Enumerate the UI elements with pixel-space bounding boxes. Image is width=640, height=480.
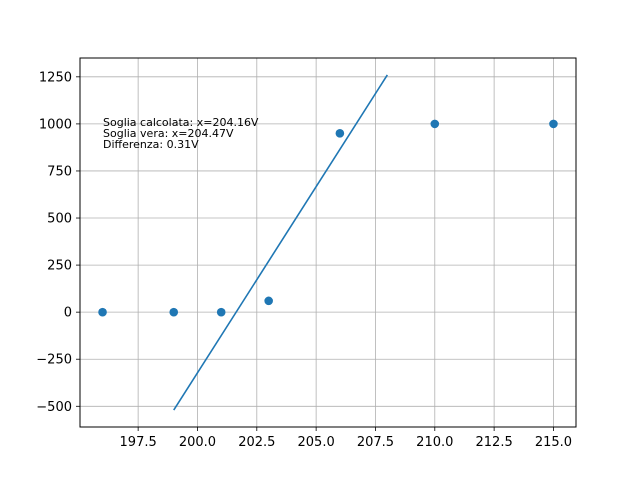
y-tick-label: 750 <box>47 164 72 179</box>
data-point <box>264 296 273 306</box>
annotation-line-difference: Differenza: 0.31V <box>103 138 199 151</box>
plot-data <box>98 74 558 411</box>
data-point <box>549 119 558 129</box>
x-tick-label: 200.0 <box>179 435 216 450</box>
x-tick-label: 210.0 <box>416 435 453 450</box>
annotation-line-true: Soglia vera: x=204.47V <box>103 127 234 140</box>
fit-line <box>173 74 389 411</box>
threshold-annotation: Soglia calcolata: x=204.16V Soglia vera:… <box>103 116 259 151</box>
y-tick-label: −250 <box>36 353 72 368</box>
x-tick-label: 207.5 <box>357 435 394 450</box>
x-tick-label: 212.5 <box>476 435 513 450</box>
data-point <box>430 119 440 129</box>
x-tick-label: 202.5 <box>238 435 275 450</box>
grid <box>80 58 576 427</box>
x-tick-label: 197.5 <box>120 435 157 450</box>
y-tick-label: 250 <box>47 259 72 274</box>
data-point <box>335 129 345 138</box>
y-tick-label: −500 <box>36 400 72 415</box>
x-tick-label: 215.0 <box>535 435 572 450</box>
y-tick-label: 1250 <box>39 70 72 85</box>
y-tick-label: 500 <box>47 212 72 227</box>
y-tick-label: 0 <box>64 306 72 321</box>
annotation-line-calculated: Soglia calcolata: x=204.16V <box>103 116 259 129</box>
data-point <box>98 307 107 317</box>
x-tick-label: 205.0 <box>298 435 335 450</box>
axis-ticks: 197.5 200.0 202.5 205.0 207.5 210.0 212.5 215.0… <box>36 70 572 450</box>
axes-frame <box>79 57 577 428</box>
data-point <box>169 307 179 317</box>
data-point <box>216 307 226 317</box>
y-tick-label: 1000 <box>39 117 72 132</box>
